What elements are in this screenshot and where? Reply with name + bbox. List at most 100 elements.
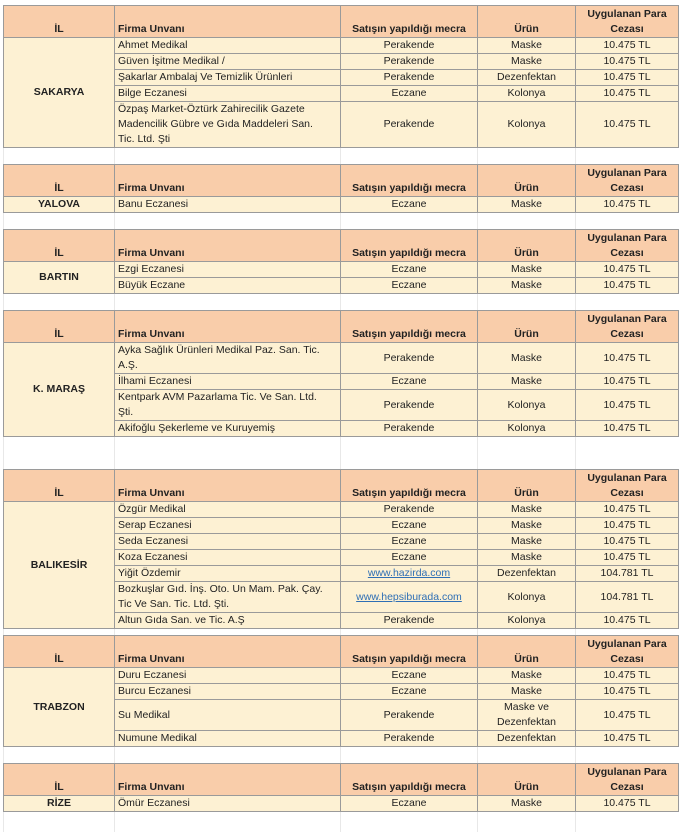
header-row: İL Firma Unvanı Satışın yapıldığı mecra Ürü…	[3, 310, 679, 343]
fine-amount: 10.475 TL	[575, 101, 679, 148]
province-table-1: İL Firma Unvanı Satışın yapıldığı mecra Ürü…	[3, 164, 679, 213]
sales-channel: Eczane	[340, 261, 478, 278]
spacer	[3, 213, 678, 229]
province-cell: YALOVA	[3, 196, 115, 213]
company-name: Altun Gıda San. ve Tic. A.Ş	[114, 612, 341, 629]
header-il: İL	[3, 5, 115, 38]
table-row: RİZE Ömür Eczanesi Eczane Maske 10.475 TL	[3, 795, 679, 812]
product: Maske	[477, 683, 576, 700]
province-cell: SAKARYA	[3, 37, 115, 148]
header-firma: Firma Unvanı	[114, 635, 341, 668]
province-table-0: İL Firma Unvanı Satışın yapıldığı mecra Ürü…	[3, 5, 679, 148]
fine-amount: 10.475 TL	[575, 420, 679, 437]
company-name: Bilge Eczanesi	[114, 85, 341, 102]
header-urun: Ürün	[477, 469, 576, 502]
table-row: K. MARAŞ Ayka Sağlık Ürünleri Medikal Paz…	[3, 342, 679, 437]
table-row: Bozkuşlar Gıd. İnş. Oto. Un Mam. Pak. Ça…	[4, 581, 679, 613]
province-table-5: İL Firma Unvanı Satışın yapıldığı mecra Ürü…	[3, 635, 679, 747]
sales-channel: Eczane	[340, 683, 478, 700]
spacer	[3, 812, 678, 832]
header-il: İL	[3, 635, 115, 668]
header-il: İL	[3, 310, 115, 343]
fine-amount: 10.475 TL	[575, 261, 679, 278]
sales-channel: Eczane	[340, 517, 478, 534]
sales-channel: Perakende	[340, 730, 478, 747]
province-table-6: İL Firma Unvanı Satışın yapıldığı mecra Ürü…	[3, 763, 679, 812]
product: Maske ve Dezenfektan	[477, 699, 576, 731]
sales-channel: Perakende	[340, 699, 478, 731]
product: Dezenfektan	[477, 730, 576, 747]
header-ceza: Uygulanan Para Cezası	[575, 763, 679, 796]
sales-channel-link[interactable]: www.hazirda.com	[367, 567, 451, 579]
header-ceza: Uygulanan Para Cezası	[575, 164, 679, 197]
header-urun: Ürün	[477, 5, 576, 38]
fine-amount: 10.475 TL	[575, 501, 679, 518]
province-table-2: İL Firma Unvanı Satışın yapıldığı mecra Ürü…	[3, 229, 679, 294]
province-cell: K. MARAŞ	[3, 342, 115, 437]
company-name: Kentpark AVM Pazarlama Tic. Ve San. Ltd.…	[114, 389, 341, 421]
header-mecra: Satışın yapıldığı mecra	[340, 229, 478, 262]
product: Maske	[477, 517, 576, 534]
table-row: İlhami Eczanesi Eczane Maske 10.475 TL	[4, 373, 679, 390]
company-name: Ahmet Medikal	[114, 37, 341, 54]
table-row: Kentpark AVM Pazarlama Tic. Ve San. Ltd.…	[4, 389, 679, 421]
company-name: Şakarlar Ambalaj Ve Temizlik Ürünleri	[114, 69, 341, 86]
sales-channel: Perakende	[340, 420, 478, 437]
sales-channel: Eczane	[340, 549, 478, 566]
fine-amount: 10.475 TL	[575, 196, 679, 213]
fine-amount: 10.475 TL	[575, 373, 679, 390]
header-firma: Firma Unvanı	[114, 310, 341, 343]
table-row: Özpaş Market-Öztürk Zahirecilik Gazete M…	[4, 101, 679, 148]
product: Maske	[477, 533, 576, 550]
header-mecra: Satışın yapıldığı mecra	[340, 469, 478, 502]
header-firma: Firma Unvanı	[114, 164, 341, 197]
table-row: YALOVA Banu Eczanesi Eczane Maske 10.475 TL	[3, 196, 679, 213]
table-row: TRABZON Duru Eczanesi Eczane Maske 10.475 TL	[3, 667, 679, 747]
sales-channel: Eczane	[340, 277, 478, 294]
header-il: İL	[3, 763, 115, 796]
company-name: Banu Eczanesi	[114, 196, 341, 213]
header-mecra: Satışın yapıldığı mecra	[340, 763, 478, 796]
sales-channel: www.hepsiburada.com	[340, 581, 478, 613]
product: Maske	[477, 501, 576, 518]
sales-channel: Perakende	[340, 101, 478, 148]
province-table-4: İL Firma Unvanı Satışın yapıldığı mecra Ürü…	[3, 469, 679, 629]
company-name: Güven İşitme Medikal /	[114, 53, 341, 70]
company-name: Özpaş Market-Öztürk Zahirecilik Gazete M…	[114, 101, 341, 148]
table-row: Su Medikal Perakende Maske ve Dezenfektan 1…	[4, 699, 679, 731]
sales-channel-link[interactable]: www.hepsiburada.com	[356, 590, 462, 603]
header-ceza: Uygulanan Para Cezası	[575, 469, 679, 502]
table-row: Yiğit Özdemir www.hazirda.com Dezenfektan 1…	[4, 565, 679, 582]
product: Dezenfektan	[477, 565, 576, 582]
spacer	[3, 148, 678, 164]
header-mecra: Satışın yapıldığı mecra	[340, 310, 478, 343]
table-row: Serap Eczanesi Eczane Maske 10.475 TL	[4, 517, 679, 534]
fine-amount: 10.475 TL	[575, 53, 679, 70]
header-il: İL	[3, 164, 115, 197]
product: Kolonya	[477, 101, 576, 148]
sales-channel: Perakende	[340, 501, 478, 518]
header-urun: Ürün	[477, 164, 576, 197]
sales-channel: Eczane	[340, 373, 478, 390]
product: Maske	[477, 37, 576, 54]
company-name: Ayka Sağlık Ürünleri Medikal Paz. San. T…	[114, 342, 341, 374]
header-row: İL Firma Unvanı Satışın yapıldığı mecra Ürü…	[3, 469, 679, 502]
product: Maske	[477, 261, 576, 278]
table-row: BALIKESİR Özgür Medikal Perakende Maske 10.4…	[3, 501, 679, 629]
header-ceza: Uygulanan Para Cezası	[575, 635, 679, 668]
fine-amount: 10.475 TL	[575, 69, 679, 86]
header-urun: Ürün	[477, 310, 576, 343]
product: Kolonya	[477, 85, 576, 102]
header-il: İL	[3, 229, 115, 262]
header-ceza: Uygulanan Para Cezası	[575, 310, 679, 343]
header-row: İL Firma Unvanı Satışın yapıldığı mecra Ürü…	[3, 763, 679, 796]
table-row: SAKARYA Ahmet Medikal Perakende Maske 10.475…	[3, 37, 679, 148]
fine-amount: 10.475 TL	[575, 612, 679, 629]
spacer	[3, 294, 678, 310]
product: Kolonya	[477, 420, 576, 437]
fine-amount: 10.475 TL	[575, 667, 679, 684]
table-row: Burcu Eczanesi Eczane Maske 10.475 TL	[4, 683, 679, 700]
table-row: Koza Eczanesi Eczane Maske 10.475 TL	[4, 549, 679, 566]
table-row: Altun Gıda San. ve Tic. A.Ş Perakende Kolo…	[4, 612, 679, 629]
